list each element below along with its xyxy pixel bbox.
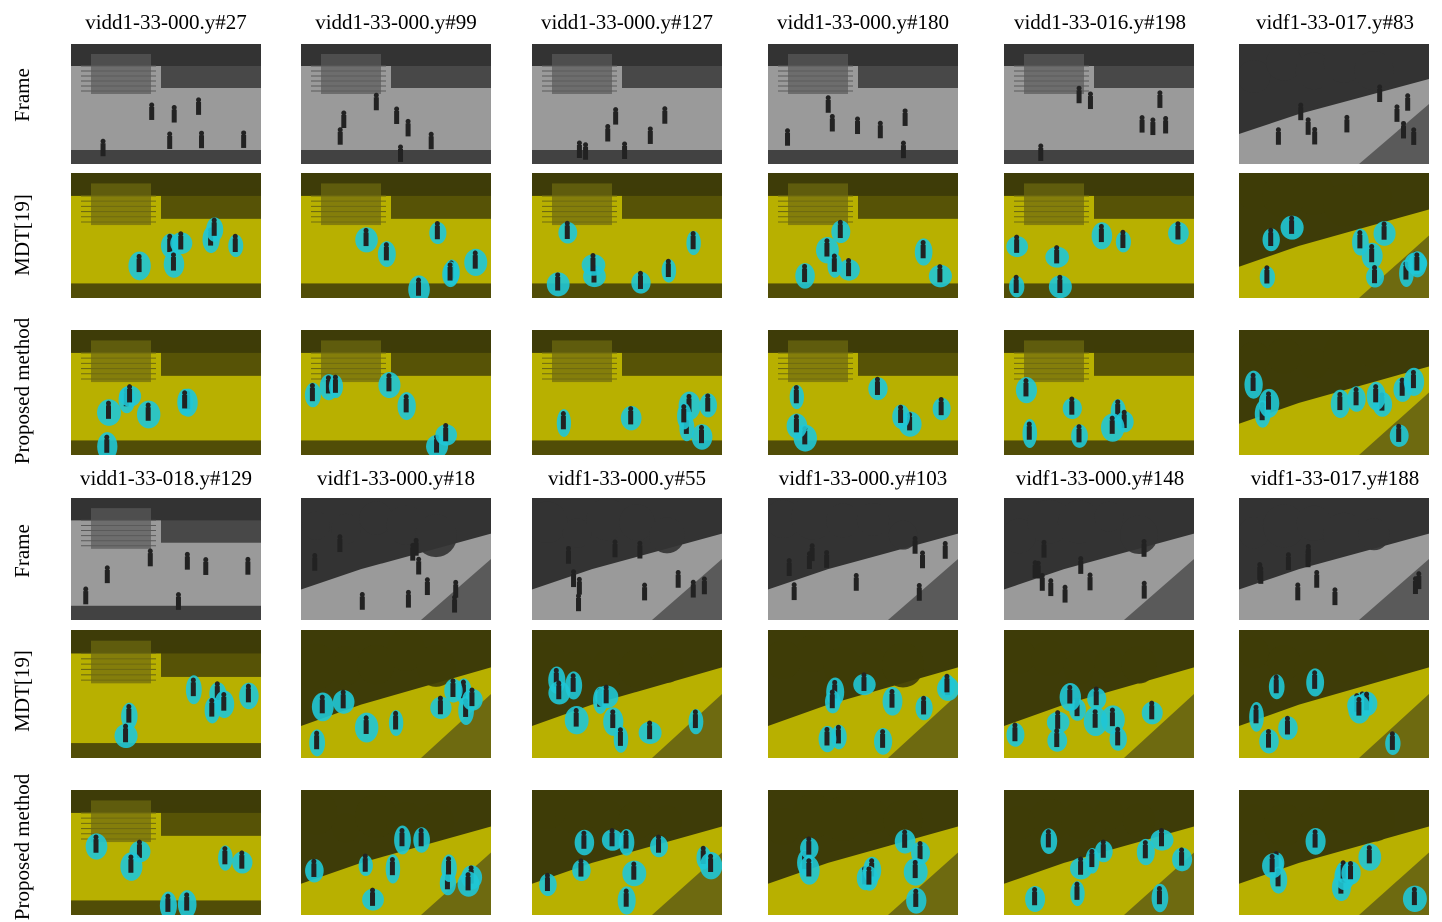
tree-walkway-scene-mdt-anomaly-map <box>768 630 958 758</box>
stairs-courtyard-scene-mdt-anomaly-map <box>71 173 261 298</box>
row-label-mdt: MDT[19] <box>10 194 34 276</box>
stairs-courtyard-scene-grayscale-frame <box>71 44 261 164</box>
stairs-courtyard-scene-mdt-anomaly-map <box>301 173 491 298</box>
stairs-courtyard-scene-proposed-anomaly-map <box>1004 330 1194 455</box>
tree-walkway-scene-proposed-anomaly-map <box>532 790 722 915</box>
stairs-courtyard-scene-grayscale-frame <box>301 44 491 164</box>
stairs-courtyard-scene-proposed-anomaly-map <box>532 330 722 455</box>
stairs-courtyard-scene-proposed-anomaly-map <box>71 790 261 915</box>
tree-walkway-scene-proposed-anomaly-map <box>768 790 958 915</box>
row-label-mdt: MDT[19] <box>10 650 34 732</box>
stairs-courtyard-scene-mdt-anomaly-map <box>1004 173 1194 298</box>
column-title: vidd1-33-000.y#127 <box>540 10 714 34</box>
column-title: vidd1-33-018.y#129 <box>79 466 253 490</box>
tree-walkway-scene-grayscale-frame <box>532 498 722 620</box>
tree-walkway-scene-proposed-anomaly-map <box>1004 790 1194 915</box>
stairs-courtyard-scene-proposed-anomaly-map <box>301 330 491 455</box>
tree-walkway-scene-mdt-anomaly-map <box>1239 173 1429 298</box>
stairs-courtyard-scene-mdt-anomaly-map <box>768 173 958 298</box>
column-title: vidf1-33-017.y#188 <box>1250 466 1420 490</box>
column-title: vidf1-33-017.y#83 <box>1255 10 1415 34</box>
column-title: vidf1-33-000.y#103 <box>778 466 948 490</box>
tree-walkway-scene-grayscale-frame <box>301 498 491 620</box>
stairs-courtyard-scene-mdt-anomaly-map <box>71 630 261 758</box>
column-title: vidf1-33-000.y#18 <box>316 466 476 490</box>
tree-walkway-scene-mdt-anomaly-map <box>301 630 491 758</box>
column-title: vidd1-33-000.y#180 <box>776 10 950 34</box>
column-title: vidf1-33-000.y#148 <box>1015 466 1185 490</box>
tree-walkway-scene-mdt-anomaly-map <box>532 630 722 758</box>
tree-walkway-scene-grayscale-frame <box>1004 498 1194 620</box>
tree-walkway-scene-proposed-anomaly-map <box>1239 330 1429 455</box>
tree-walkway-scene-mdt-anomaly-map <box>1239 630 1429 758</box>
column-title: vidd1-33-000.y#27 <box>85 10 247 34</box>
stairs-courtyard-scene-grayscale-frame <box>768 44 958 164</box>
tree-walkway-scene-grayscale-frame <box>1239 44 1429 164</box>
row-label-proposed: Proposed method <box>10 773 34 921</box>
column-title: vidf1-33-000.y#55 <box>547 466 707 490</box>
row-label-frame: Frame <box>10 68 34 122</box>
column-title: vidd1-33-000.y#99 <box>315 10 477 34</box>
tree-walkway-scene-grayscale-frame <box>768 498 958 620</box>
tree-walkway-scene-mdt-anomaly-map <box>1004 630 1194 758</box>
stairs-courtyard-scene-proposed-anomaly-map <box>768 330 958 455</box>
row-label-proposed: Proposed method <box>10 317 34 465</box>
stairs-courtyard-scene-proposed-anomaly-map <box>71 330 261 455</box>
row-label-frame: Frame <box>10 524 34 578</box>
stairs-courtyard-scene-grayscale-frame <box>1004 44 1194 164</box>
column-title: vidd1-33-016.y#198 <box>1013 10 1187 34</box>
stairs-courtyard-scene-grayscale-frame <box>532 44 722 164</box>
tree-walkway-scene-proposed-anomaly-map <box>1239 790 1429 915</box>
tree-walkway-scene-proposed-anomaly-map <box>301 790 491 915</box>
stairs-courtyard-scene-grayscale-frame <box>71 498 261 620</box>
stairs-courtyard-scene-mdt-anomaly-map <box>532 173 722 298</box>
tree-walkway-scene-grayscale-frame <box>1239 498 1429 620</box>
